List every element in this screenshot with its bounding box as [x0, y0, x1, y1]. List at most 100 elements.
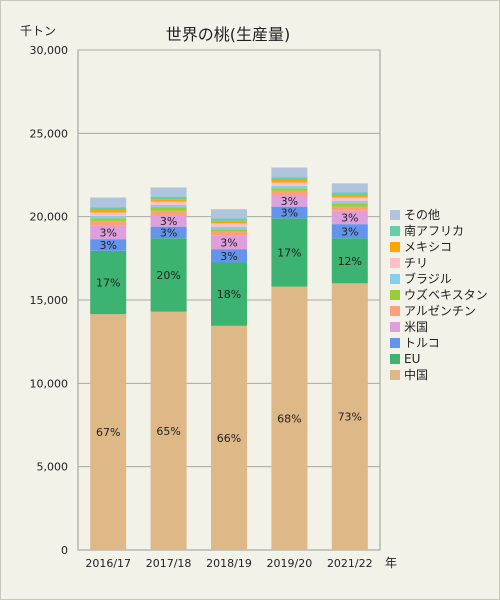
- legend-swatch: [390, 290, 400, 300]
- legend-swatch: [390, 306, 400, 316]
- bar-stack: 73% 12% 3%3%: [331, 183, 368, 550]
- bar-segment: [331, 203, 368, 207]
- bar-segment: [271, 182, 308, 186]
- data-label: 3%: [341, 225, 358, 238]
- legend-label: EU: [404, 352, 420, 366]
- chart-title: 世界の桃(生産量): [166, 25, 291, 44]
- bar-segment: [150, 207, 187, 211]
- data-label: 3%: [281, 207, 298, 220]
- data-label: 12%: [338, 255, 362, 268]
- bar-segment: [211, 229, 247, 232]
- legend-label: トルコ: [404, 336, 440, 350]
- bar-segment: [271, 180, 308, 183]
- bar-segment: [271, 286, 308, 550]
- bar-segment: [211, 226, 247, 230]
- bar-segment: [90, 250, 127, 315]
- bar-segment: [150, 205, 187, 208]
- bar-segment: [331, 238, 368, 284]
- bar-segment: [331, 183, 368, 193]
- y-axis-ticks: 0 5,000 10,000 15,000 20,000 25,000 30,000: [30, 44, 69, 557]
- bar-stack: 67% 17% 3%3%: [90, 197, 127, 550]
- legend-swatch: [390, 370, 400, 380]
- bar-segment: [150, 196, 187, 200]
- data-label: 18%: [217, 288, 241, 301]
- legend-swatch: [390, 226, 400, 236]
- bar-segment: [271, 218, 308, 287]
- bar-segment: [90, 215, 127, 219]
- data-label: 73%: [338, 411, 362, 424]
- data-label: 3%: [99, 239, 116, 252]
- x-tick-label: 2017/18: [146, 557, 192, 570]
- legend-label: チリ: [404, 256, 428, 270]
- data-label: 3%: [99, 227, 116, 240]
- legend-label: その他: [404, 208, 440, 222]
- bar-segment: [211, 220, 247, 224]
- legend-label: ブラジル: [404, 271, 452, 286]
- x-axis-unit-label: 年: [385, 556, 397, 570]
- bar-segment: [150, 201, 187, 205]
- y-tick-label: 15,000: [30, 294, 69, 307]
- legend-label: 中国: [404, 367, 428, 382]
- bar-segment: [211, 235, 247, 250]
- data-label: 66%: [217, 432, 241, 445]
- bar-segment: [331, 197, 368, 201]
- x-tick-label: 2018/19: [206, 557, 252, 570]
- bar-segment: [211, 262, 247, 326]
- data-label: 3%: [220, 237, 237, 250]
- data-label: 3%: [160, 215, 177, 228]
- bar-segment: [90, 239, 127, 251]
- legend-label: ウズベキスタン: [404, 287, 488, 302]
- bar-segment: [211, 231, 247, 236]
- bar-segment: [331, 224, 368, 239]
- legend-swatch: [390, 242, 400, 252]
- bar-segment: [90, 218, 127, 221]
- data-label: 3%: [281, 195, 298, 208]
- bar-segment: [90, 210, 127, 213]
- legend-swatch: [390, 258, 400, 268]
- data-label: 3%: [160, 227, 177, 240]
- x-axis-ticks: 2016/17 2017/18 2018/19 2019/20 2021/22: [85, 557, 372, 570]
- bar-segment: [90, 197, 127, 208]
- bar-segment: [211, 209, 247, 219]
- bar-segment: [150, 226, 187, 239]
- legend-swatch: [390, 338, 400, 348]
- data-label: 65%: [156, 425, 180, 438]
- y-tick-label: 20,000: [30, 211, 69, 224]
- bar-segment: [150, 311, 187, 550]
- legend-label: 南アフリカ: [404, 223, 464, 238]
- data-label: 20%: [156, 269, 180, 282]
- data-label: 3%: [220, 250, 237, 263]
- bar-segment: [331, 283, 368, 550]
- bar-segment: [211, 223, 247, 227]
- bar-stack: 68% 17% 3%3%: [271, 167, 308, 550]
- bar-segment: [271, 177, 308, 180]
- data-label: 3%: [341, 212, 358, 225]
- bar-segment: [90, 207, 127, 210]
- bar-segment: [150, 238, 187, 312]
- x-tick-label: 2016/17: [85, 557, 131, 570]
- legend-label: アルゼンチン: [404, 304, 476, 318]
- bar-segment: [90, 220, 127, 226]
- legend-swatch: [390, 274, 400, 284]
- legend-swatch: [390, 354, 400, 364]
- y-tick-label: 10,000: [30, 377, 69, 390]
- y-tick-label: 5,000: [37, 461, 69, 474]
- bar-segment: [271, 206, 308, 219]
- bar-segment: [331, 192, 368, 195]
- bar-segment: [331, 210, 368, 225]
- bar-segment: [271, 195, 308, 207]
- bar-segment: [211, 218, 247, 221]
- y-axis-unit-label: 千トン: [20, 24, 56, 38]
- bar-stack: 65% 20% 3%3%: [150, 187, 187, 550]
- bar-segment: [90, 212, 127, 216]
- y-tick-label: 30,000: [30, 44, 69, 57]
- y-tick-label: 25,000: [30, 127, 69, 140]
- legend-swatch: [390, 210, 400, 220]
- bar-segment: [271, 188, 308, 191]
- bar-segment: [271, 167, 308, 178]
- bar-segment: [331, 200, 368, 204]
- bar-segment: [90, 314, 127, 550]
- bar-segment: [271, 185, 308, 189]
